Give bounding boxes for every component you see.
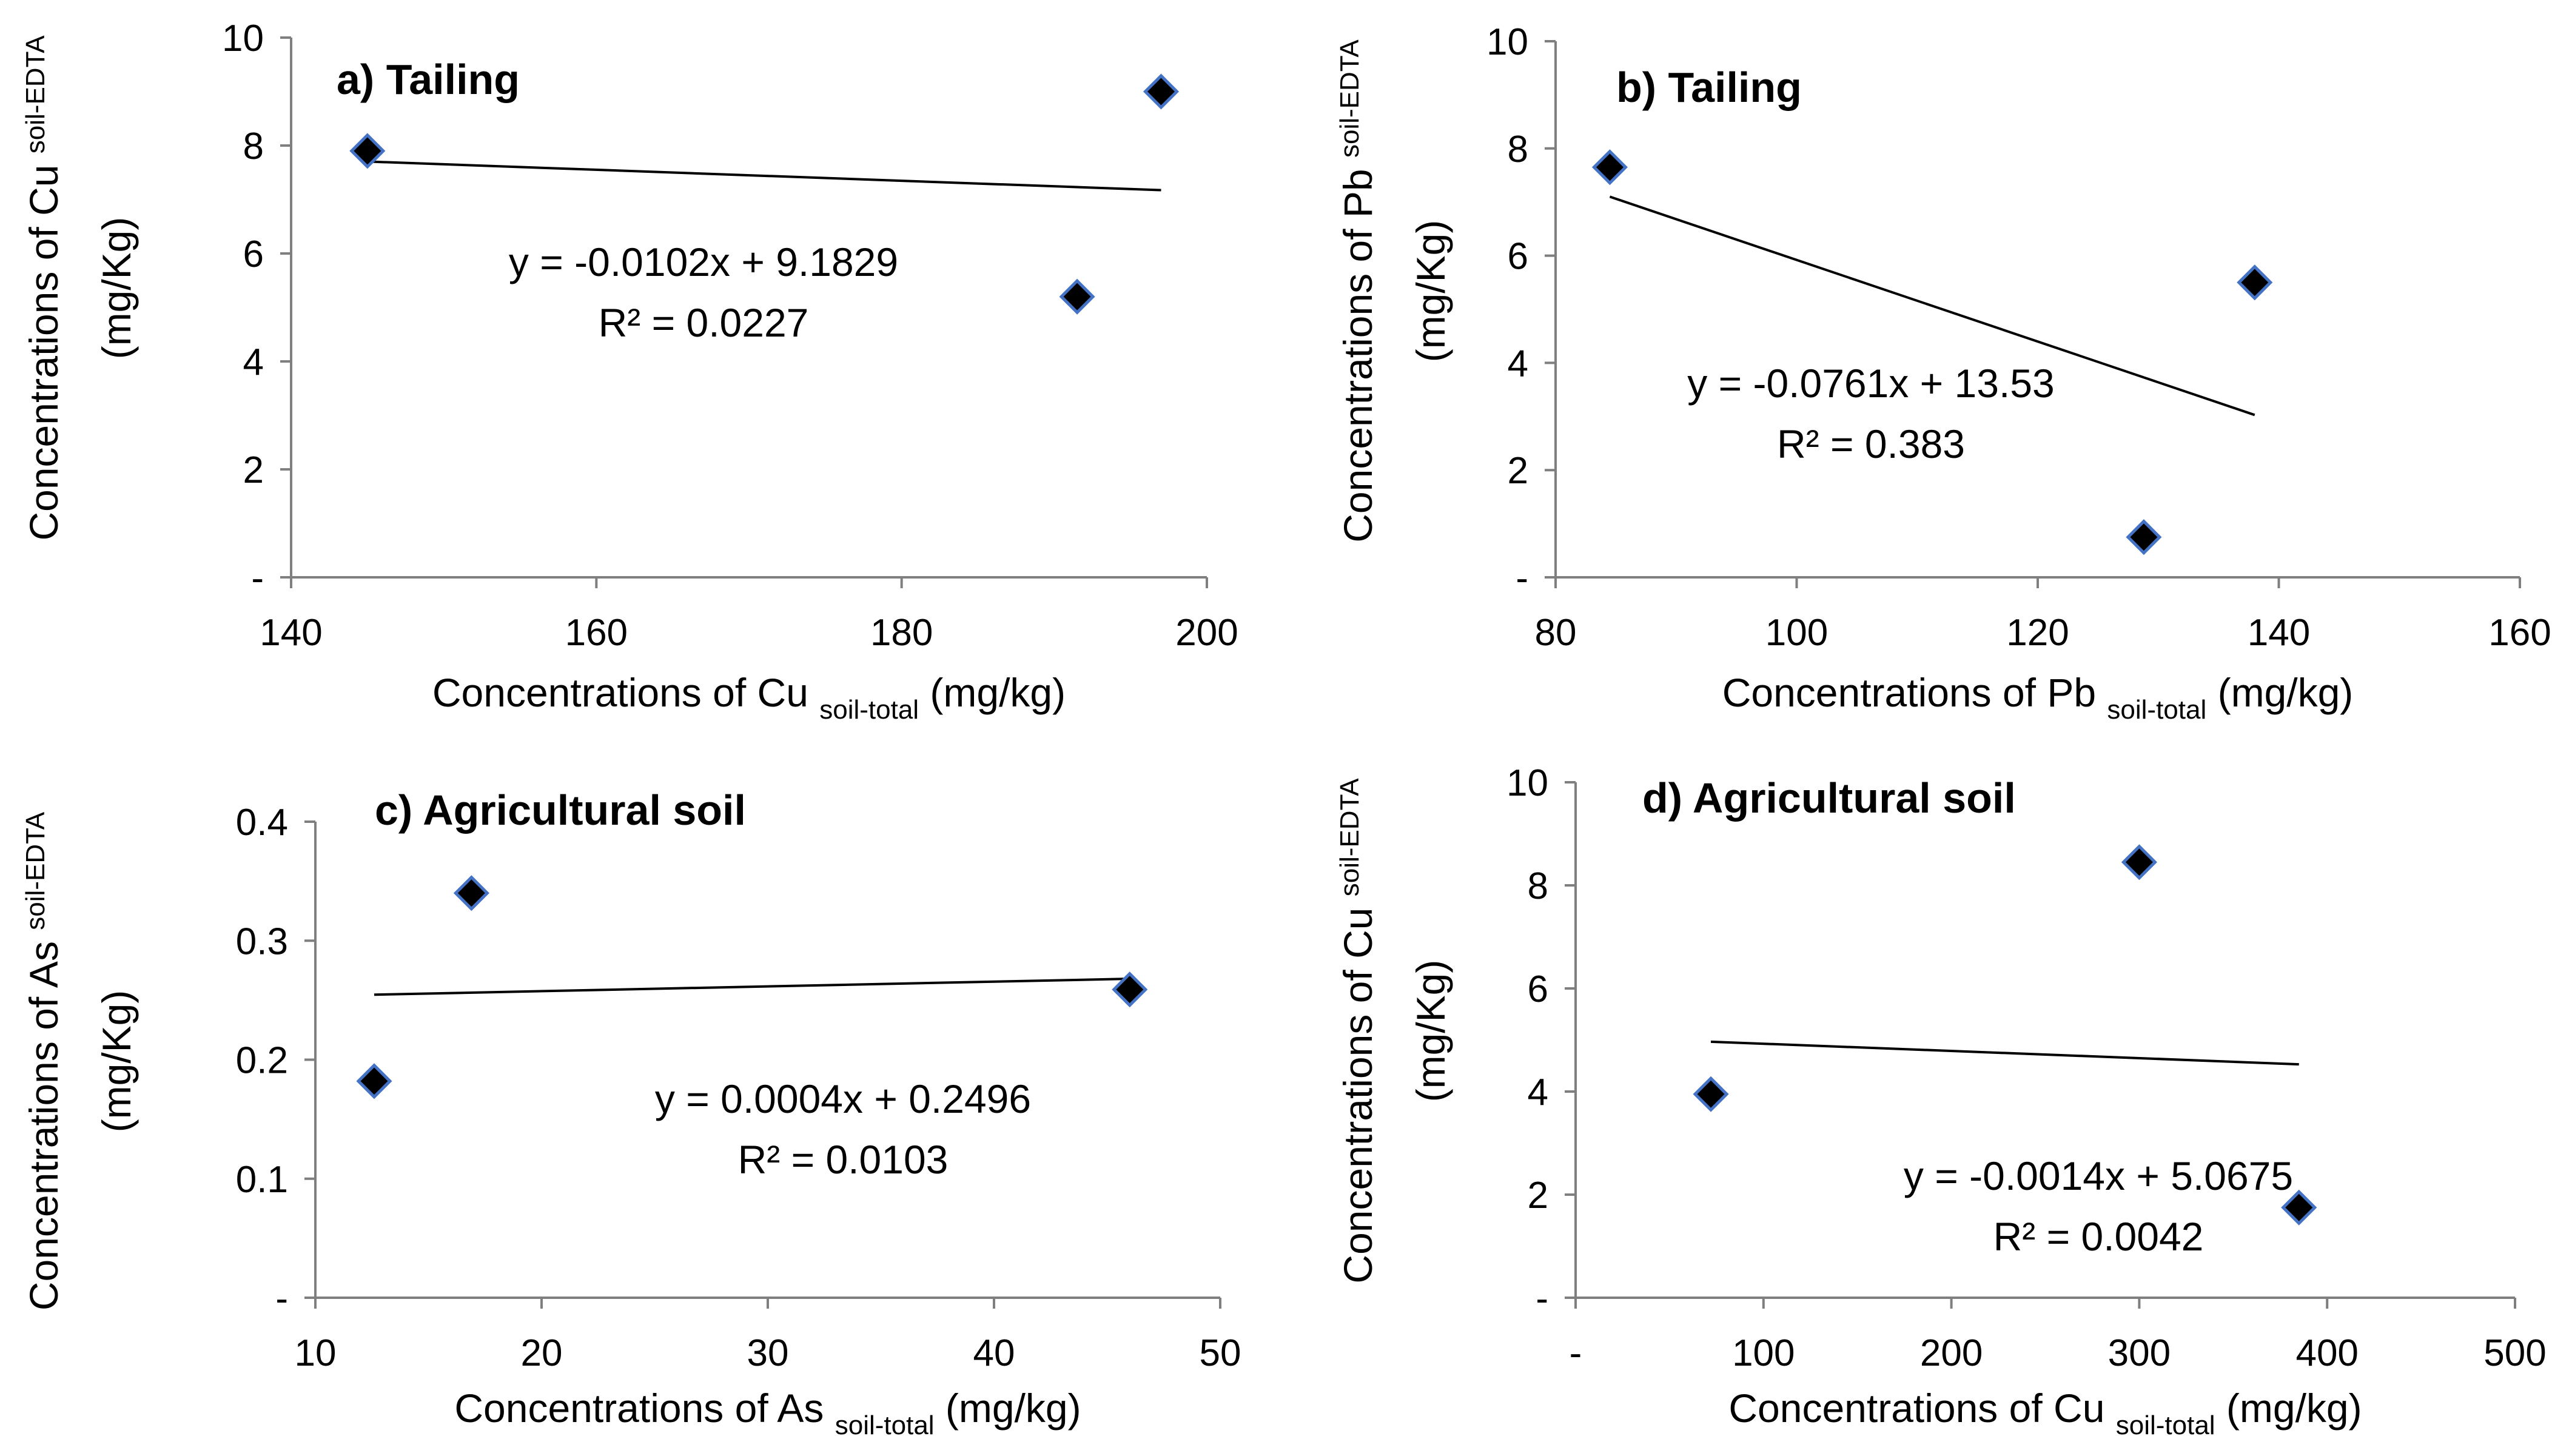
chart4-y-tick-label: 10 <box>1506 762 1548 804</box>
chart4-y-tick-label: - <box>1536 1278 1548 1320</box>
chart3-trendline <box>374 978 1130 996</box>
chart1-x-axis-title: Concentrations of Cu soil-total (mg/kg) <box>432 670 1066 725</box>
chart3-y-tick-label: - <box>275 1278 288 1320</box>
chart1-y-tick-label: 4 <box>243 341 264 383</box>
chart1-y-axis-title: Concentrations of Cu soil-EDTA <box>21 35 66 541</box>
chart1-x-tick-label: 180 <box>870 612 933 654</box>
chart4-y-axis-title: Concentrations of Cu soil-EDTA <box>1335 778 1380 1284</box>
chart1-x-tick-label: 200 <box>1175 612 1238 654</box>
chart1-x-tick-label: 160 <box>565 612 628 654</box>
chart1-y-tick-label: 6 <box>243 233 264 275</box>
chart4-title: d) Agricultural soil <box>1642 774 2016 822</box>
chart4-y-axis-unit: (mg/Kg) <box>1408 960 1453 1102</box>
chart2-y-tick-label: 10 <box>1486 21 1528 63</box>
chart2-x-tick-label: 100 <box>1765 612 1828 654</box>
chart4-panel: - 2 4 6 8 10 - 100 200 300 400 500 d) Agricultural s… <box>1335 762 2547 1440</box>
chart2-trendline <box>1609 195 2255 417</box>
chart1-y-tick-label: - <box>251 557 264 599</box>
chart4-trendline <box>1710 1040 2299 1066</box>
chart2-y-tick-label: 4 <box>1508 343 1528 384</box>
chart3-x-tick-label: 50 <box>1200 1332 1241 1374</box>
chart1-title: a) Tailing <box>337 56 520 103</box>
chart2-x-tick-label: 160 <box>2488 612 2551 654</box>
chart2-x-tick-label: 80 <box>1535 612 1577 654</box>
chart1-equation: y = -0.0102x + 9.1829 <box>509 240 898 284</box>
chart2-y-axis-title: Concentrations of Pb soil-EDTA <box>1335 39 1380 543</box>
chart4-y-tick-label: 8 <box>1528 865 1548 907</box>
chart2-x-tick-label: 140 <box>2248 612 2310 654</box>
chart1-trendline <box>367 160 1161 192</box>
chart2-point-3 <box>2237 264 2273 301</box>
chart3-x-axis-title: Concentrations of As soil-total (mg/kg) <box>454 1386 1081 1440</box>
chart4-x-tick-label: 300 <box>2108 1332 2171 1374</box>
chart2-y-tick-label: 2 <box>1508 450 1528 492</box>
chart1-r-squared: R² = 0.0227 <box>599 300 809 345</box>
chart3-y-axis-unit: (mg/Kg) <box>94 990 139 1133</box>
chart3-point-1 <box>356 1063 392 1099</box>
chart4-r-squared: R² = 0.0042 <box>1993 1214 2204 1259</box>
chart4-x-tick-label: 400 <box>2295 1332 2358 1374</box>
chart3-y-axis-title: Concentrations of As soil-EDTA <box>21 811 66 1310</box>
chart2-y-tick-label: 8 <box>1508 129 1528 170</box>
chart4-y-tick-label: 6 <box>1528 968 1548 1010</box>
chart3-title: c) Agricultural soil <box>375 787 746 834</box>
chart1-point-2 <box>1059 278 1095 315</box>
chart4-x-tick-label: - <box>1570 1332 1582 1374</box>
chart4-point-2 <box>2121 844 2157 881</box>
chart1-y-tick-label: 10 <box>222 18 264 59</box>
chart2-r-squared: R² = 0.383 <box>1777 421 1965 466</box>
chart2-y-tick-label: - <box>1516 557 1528 599</box>
chart4-y-tick-label: 4 <box>1528 1072 1548 1113</box>
chart1-x-tick-label: 140 <box>260 612 322 654</box>
chart3-panel: - 0.1 0.2 0.3 0.4 10 20 30 40 50 c) Agricultural s… <box>21 787 1241 1440</box>
chart3-equation: y = 0.0004x + 0.2496 <box>655 1076 1031 1121</box>
chart1-y-axis-unit: (mg/Kg) <box>94 217 139 360</box>
chart3-point-3 <box>1112 971 1148 1008</box>
chart4-x-tick-label: 200 <box>1920 1332 1983 1374</box>
chart3-x-tick-label: 30 <box>747 1332 789 1374</box>
chart4-x-axis-title: Concentrations of Cu soil-total (mg/kg) <box>1728 1386 2362 1440</box>
chart1-y-tick-label: 8 <box>243 126 264 167</box>
chart3-y-tick-label: 0.3 <box>236 921 288 962</box>
chart2-equation: y = -0.0761x + 13.53 <box>1687 361 2054 406</box>
chart1-panel: - 2 4 6 8 10 140 160 180 200 a) Tailing y = -0.0102… <box>21 18 1238 725</box>
chart2-y-tick-label: 6 <box>1508 236 1528 278</box>
chart2-panel: - 2 4 6 8 10 80 100 120 140 160 b) Tailing y = -0.07… <box>1335 21 2551 725</box>
chart3-y-tick-label: 0.2 <box>236 1040 288 1082</box>
chart3-point-2 <box>453 875 489 911</box>
chart3-y-tick-label: 0.4 <box>236 802 288 844</box>
chart2-x-axis-title: Concentrations of Pb soil-total (mg/kg) <box>1722 670 2354 725</box>
chart2-title: b) Tailing <box>1616 64 1802 111</box>
chart1-point-1 <box>349 133 386 169</box>
chart3-y-tick-label: 0.1 <box>236 1159 288 1201</box>
chart4-y-tick-label: 2 <box>1528 1175 1548 1216</box>
chart3-x-tick-label: 10 <box>295 1332 337 1374</box>
chart4-x-tick-label: 100 <box>1732 1332 1795 1374</box>
chart2-point-2 <box>2126 519 2162 555</box>
chart3-x-tick-label: 40 <box>973 1332 1015 1374</box>
chart1-y-tick-label: 2 <box>243 449 264 491</box>
chart3-x-tick-label: 20 <box>521 1332 563 1374</box>
chart1-point-3 <box>1143 73 1180 110</box>
chart4-point-1 <box>1693 1076 1729 1112</box>
chart2-x-tick-label: 120 <box>2006 612 2069 654</box>
chart2-point-1 <box>1591 149 1628 186</box>
chart4-equation: y = -0.0014x + 5.0675 <box>1904 1153 2293 1198</box>
chart2-y-axis-unit: (mg/Kg) <box>1408 220 1453 363</box>
chart4-x-tick-label: 500 <box>2483 1332 2546 1374</box>
chart3-r-squared: R² = 0.0103 <box>738 1137 949 1182</box>
chart4-point-3 <box>2281 1189 2317 1226</box>
